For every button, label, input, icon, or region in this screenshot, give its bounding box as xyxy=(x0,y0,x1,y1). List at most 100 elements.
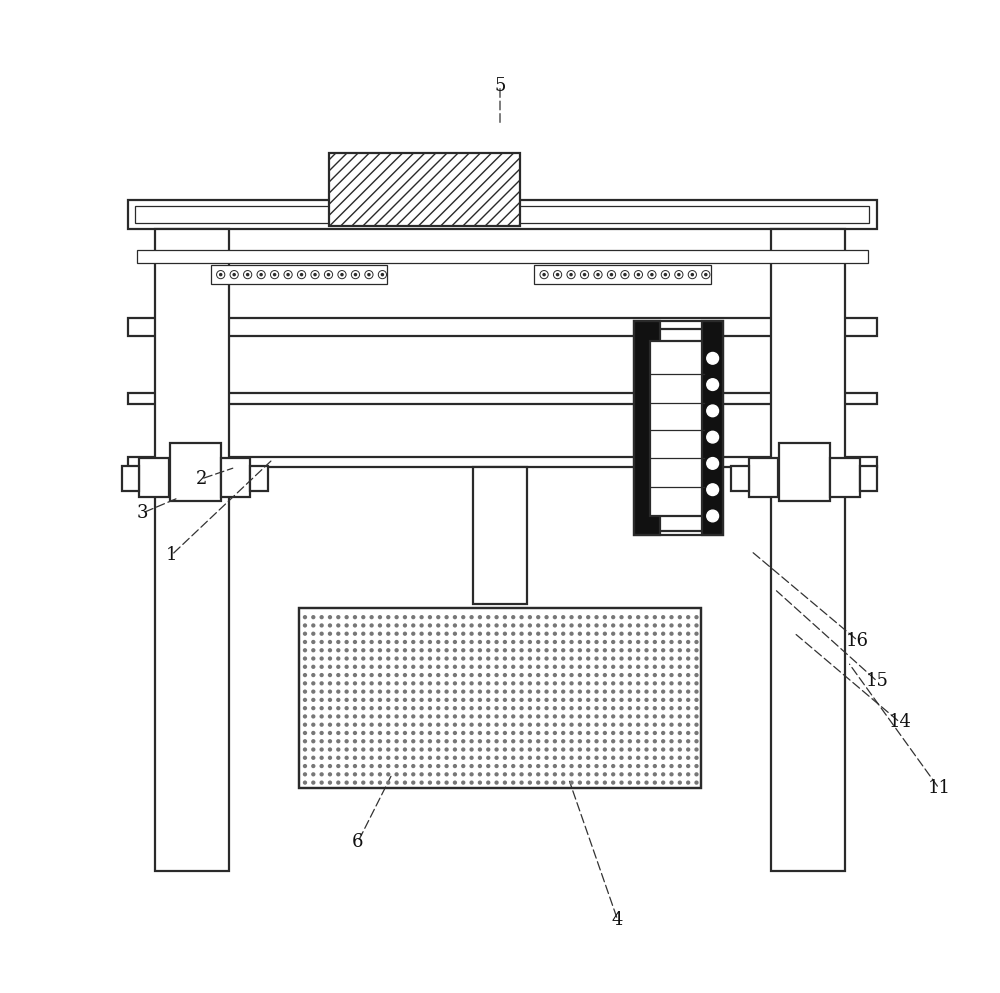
Circle shape xyxy=(569,723,574,727)
Circle shape xyxy=(336,689,340,694)
Circle shape xyxy=(611,756,615,760)
Circle shape xyxy=(594,648,599,652)
Circle shape xyxy=(669,656,674,660)
Circle shape xyxy=(553,664,557,669)
Circle shape xyxy=(694,698,699,702)
Circle shape xyxy=(653,632,657,636)
Circle shape xyxy=(586,706,590,710)
Circle shape xyxy=(378,756,382,760)
Circle shape xyxy=(636,624,640,628)
Circle shape xyxy=(486,780,490,784)
Circle shape xyxy=(444,780,449,784)
Circle shape xyxy=(494,723,499,727)
Circle shape xyxy=(594,731,599,735)
Circle shape xyxy=(444,673,449,677)
Circle shape xyxy=(594,773,599,777)
Circle shape xyxy=(611,739,615,744)
Circle shape xyxy=(436,624,440,628)
Circle shape xyxy=(519,731,524,735)
Circle shape xyxy=(628,624,632,628)
Circle shape xyxy=(619,723,624,727)
Circle shape xyxy=(411,706,415,710)
Circle shape xyxy=(494,632,499,636)
Circle shape xyxy=(353,748,357,752)
Circle shape xyxy=(503,689,507,694)
Circle shape xyxy=(378,780,382,784)
Circle shape xyxy=(686,624,690,628)
Circle shape xyxy=(644,723,649,727)
Circle shape xyxy=(536,615,540,620)
Circle shape xyxy=(319,773,324,777)
Circle shape xyxy=(511,773,515,777)
Circle shape xyxy=(519,714,524,719)
Circle shape xyxy=(503,698,507,702)
Circle shape xyxy=(619,756,624,760)
Circle shape xyxy=(528,664,532,669)
Circle shape xyxy=(436,689,440,694)
Circle shape xyxy=(569,764,574,769)
Circle shape xyxy=(569,648,574,652)
Circle shape xyxy=(361,723,365,727)
Circle shape xyxy=(653,673,657,677)
Circle shape xyxy=(486,739,490,744)
Circle shape xyxy=(478,748,482,752)
Circle shape xyxy=(453,739,457,744)
Circle shape xyxy=(336,756,340,760)
Circle shape xyxy=(503,632,507,636)
Circle shape xyxy=(678,639,682,644)
Circle shape xyxy=(544,648,549,652)
Circle shape xyxy=(403,714,407,719)
Circle shape xyxy=(336,615,340,620)
Circle shape xyxy=(444,639,449,644)
Circle shape xyxy=(311,739,315,744)
Circle shape xyxy=(628,689,632,694)
Circle shape xyxy=(644,748,649,752)
Circle shape xyxy=(536,698,540,702)
Circle shape xyxy=(419,731,424,735)
Circle shape xyxy=(378,681,382,685)
Bar xyxy=(658,496,711,530)
Circle shape xyxy=(661,664,665,669)
Circle shape xyxy=(411,780,415,784)
Circle shape xyxy=(511,756,515,760)
Circle shape xyxy=(319,632,324,636)
Circle shape xyxy=(311,706,315,710)
Circle shape xyxy=(411,681,415,685)
Circle shape xyxy=(578,639,582,644)
Circle shape xyxy=(628,706,632,710)
Bar xyxy=(170,443,221,501)
Circle shape xyxy=(519,664,524,669)
Circle shape xyxy=(436,648,440,652)
Circle shape xyxy=(486,731,490,735)
Circle shape xyxy=(411,764,415,769)
Circle shape xyxy=(707,510,719,521)
Circle shape xyxy=(594,664,599,669)
Circle shape xyxy=(603,756,607,760)
Circle shape xyxy=(511,656,515,660)
Circle shape xyxy=(596,273,600,276)
Circle shape xyxy=(553,681,557,685)
Circle shape xyxy=(403,748,407,752)
Bar xyxy=(771,229,845,871)
Circle shape xyxy=(594,673,599,677)
Circle shape xyxy=(369,639,374,644)
Bar xyxy=(221,458,250,496)
Circle shape xyxy=(569,681,574,685)
Circle shape xyxy=(578,723,582,727)
Circle shape xyxy=(486,689,490,694)
Circle shape xyxy=(319,706,324,710)
Circle shape xyxy=(344,689,349,694)
Circle shape xyxy=(486,632,490,636)
Circle shape xyxy=(428,698,432,702)
Circle shape xyxy=(394,632,399,636)
Circle shape xyxy=(461,689,465,694)
Circle shape xyxy=(669,756,674,760)
Circle shape xyxy=(428,739,432,744)
Circle shape xyxy=(528,615,532,620)
Circle shape xyxy=(436,731,440,735)
Circle shape xyxy=(519,756,524,760)
Circle shape xyxy=(328,624,332,628)
Circle shape xyxy=(461,615,465,620)
Circle shape xyxy=(669,689,674,694)
Circle shape xyxy=(419,664,424,669)
